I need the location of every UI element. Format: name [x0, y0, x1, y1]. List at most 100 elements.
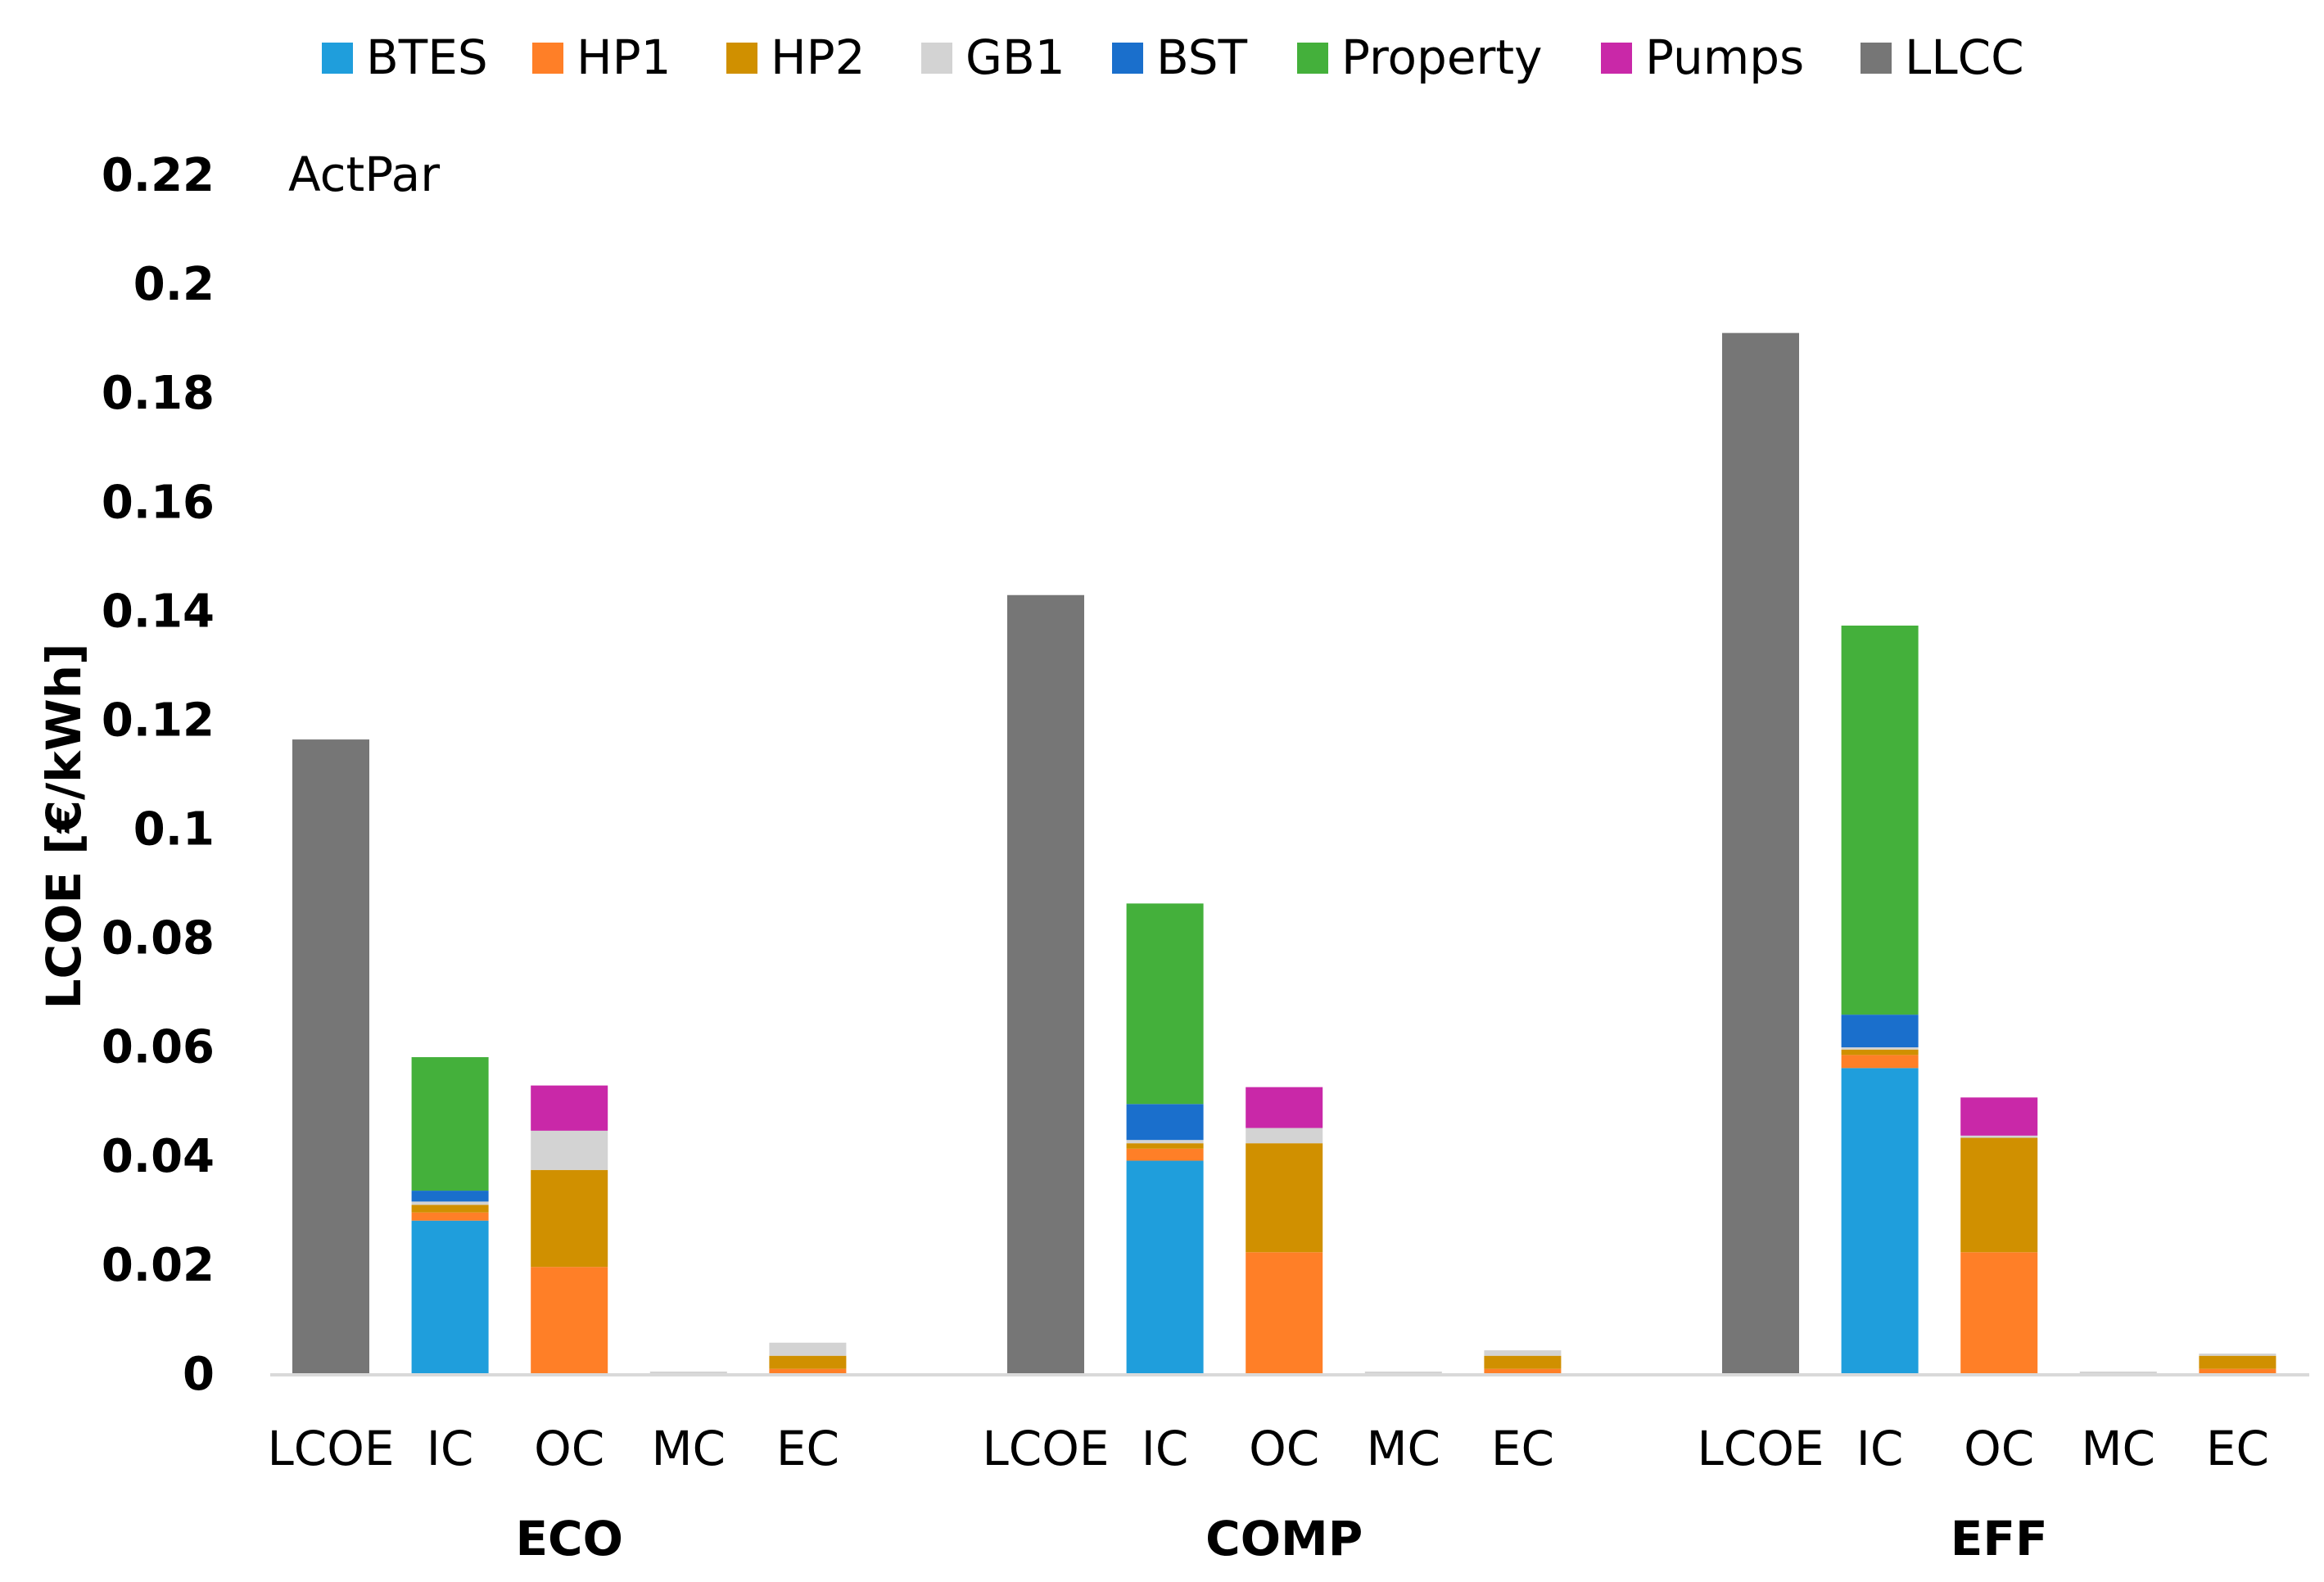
bar-segment-eff-ic-btes	[1841, 1068, 1919, 1373]
y-tick-label: 0.2	[133, 258, 215, 311]
legend-label-gb1: GB1	[965, 29, 1065, 85]
legend-label-hp1: HP1	[576, 29, 671, 85]
chart-annotation: ActPar	[288, 147, 440, 202]
y-tick-label: 0.08	[102, 912, 215, 965]
legend-swatch-pumps	[1601, 43, 1632, 74]
bar-segment-comp-ic-bst	[1126, 1104, 1204, 1141]
bar-segment-eff-oc-pumps	[1960, 1097, 2038, 1136]
bar-segment-eco-ic-hp1	[411, 1212, 489, 1221]
bar-segment-eff-ic-hp1	[1841, 1055, 1919, 1069]
y-tick-label: 0.12	[102, 694, 215, 747]
bar-segment-comp-ic-property	[1126, 903, 1204, 1105]
bar-segment-eco-oc-hp1	[531, 1267, 608, 1373]
bar-segment-eff-ec-hp1	[2199, 1368, 2277, 1373]
x-tick-label-eff-oc: OC	[1964, 1421, 2034, 1476]
y-axis-title: LCOE [€/kWh]	[36, 643, 92, 1009]
bar-segment-eff-oc-hp1	[1960, 1252, 2038, 1373]
legend-item-pumps: Pumps	[1601, 29, 1804, 85]
legend-swatch-hp1	[532, 43, 563, 74]
bar-segment-eff-ic-property	[1841, 625, 1919, 1015]
bar-segment-eff-ic-gb1	[1841, 1047, 1919, 1050]
y-tick-label: 0.06	[102, 1021, 215, 1074]
y-tick-label: 0.22	[102, 149, 215, 202]
legend: BTES HP1 HP2 GB1 BST Property Pumps LLCC	[322, 29, 2024, 85]
bar-segment-eff-ic-hp2	[1841, 1049, 1919, 1055]
y-tick-label: 0.1	[133, 803, 215, 857]
y-tick-label: 0.18	[102, 367, 215, 420]
y-tick-label: 0.14	[102, 585, 215, 638]
legend-label-llcc: LLCC	[1905, 29, 2024, 85]
group-label-eco: ECO	[515, 1511, 623, 1566]
legend-swatch-btes	[322, 43, 353, 74]
y-tick-label: 0	[183, 1348, 215, 1401]
bar-segment-comp-oc-hp1	[1246, 1252, 1323, 1373]
bars	[292, 332, 2277, 1374]
x-axis-group-labels: ECO COMP EFF	[515, 1511, 2047, 1566]
x-tick-label-comp-lcoe: LCOE	[982, 1421, 1109, 1476]
group-label-eff: EFF	[1951, 1511, 2048, 1566]
bar-segment-eco-oc-gb1	[531, 1130, 608, 1170]
bar-segment-eff-ec-hp2	[2199, 1355, 2277, 1369]
x-tick-label-eco-mc: MC	[652, 1421, 726, 1476]
bar-segment-eco-ic-gb1	[411, 1201, 489, 1205]
bar-segment-eff-ec-gb1	[2199, 1354, 2277, 1356]
legend-swatch-hp2	[726, 43, 757, 74]
legend-swatch-bst	[1112, 43, 1143, 74]
legend-swatch-llcc	[1861, 43, 1892, 74]
legend-item-property: Property	[1297, 29, 1542, 85]
bar-segment-comp-ec-gb1	[1484, 1350, 1562, 1356]
legend-item-gb1: GB1	[921, 29, 1065, 85]
x-tick-label-comp-ic: IC	[1142, 1421, 1189, 1476]
bar-segment-eff-mc-gb1	[2079, 1372, 2157, 1373]
x-tick-label-comp-mc: MC	[1367, 1421, 1441, 1476]
bar-segment-comp-ic-hp1	[1126, 1148, 1204, 1161]
bar-segment-eff-lcoe-llcc	[1722, 332, 1799, 1374]
legend-swatch-property	[1297, 43, 1328, 74]
legend-swatch-gb1	[921, 43, 952, 74]
legend-label-bst: BST	[1156, 29, 1248, 85]
legend-label-btes: BTES	[366, 29, 488, 85]
bar-segment-eco-mc-gb1	[649, 1372, 727, 1373]
bar-segment-comp-ic-btes	[1126, 1160, 1204, 1373]
x-tick-label-eco-oc: OC	[534, 1421, 604, 1476]
legend-label-hp2: HP2	[771, 29, 866, 85]
y-tick-label: 0.02	[102, 1239, 215, 1292]
y-tick-label: 0.16	[102, 476, 215, 529]
bar-segment-comp-oc-hp2	[1246, 1143, 1323, 1253]
x-tick-label-comp-ec: EC	[1491, 1421, 1554, 1476]
legend-item-hp1: HP1	[532, 29, 671, 85]
x-tick-label-eff-ic: IC	[1856, 1421, 1904, 1476]
group-label-comp: COMP	[1205, 1511, 1363, 1566]
bar-segment-eco-lcoe-llcc	[292, 739, 369, 1373]
bar-segment-eco-ic-hp2	[411, 1205, 489, 1213]
bar-segment-eco-ec-gb1	[769, 1342, 847, 1356]
bar-segment-eff-oc-hp2	[1960, 1137, 2038, 1253]
bar-segment-comp-ic-gb1	[1126, 1140, 1204, 1144]
bar-segment-eff-ic-bst	[1841, 1015, 1919, 1048]
bar-segment-eco-ec-hp1	[769, 1368, 847, 1373]
bar-segment-comp-ec-hp2	[1484, 1355, 1562, 1369]
legend-item-llcc: LLCC	[1861, 29, 2024, 85]
bar-segment-eff-oc-gb1	[1960, 1135, 2038, 1138]
legend-item-btes: BTES	[322, 29, 488, 85]
x-tick-label-eff-ec: EC	[2206, 1421, 2269, 1476]
bar-segment-comp-mc-gb1	[1364, 1372, 1442, 1373]
x-tick-label-eff-lcoe: LCOE	[1697, 1421, 1824, 1476]
x-tick-label-comp-oc: OC	[1249, 1421, 1319, 1476]
y-axis-ticks: 0 0.02 0.04 0.06 0.08 0.1 0.12 0.14 0.16 0.18 0.2 0…	[102, 149, 215, 1401]
bar-segment-eco-ic-bst	[411, 1191, 489, 1202]
bar-segment-comp-ec-hp1	[1484, 1368, 1562, 1373]
bar-segment-comp-oc-gb1	[1246, 1128, 1323, 1144]
legend-label-property: Property	[1341, 29, 1542, 85]
bar-segment-comp-lcoe-llcc	[1007, 594, 1084, 1373]
bar-segment-comp-oc-pumps	[1246, 1087, 1323, 1128]
x-tick-label-eco-ec: EC	[776, 1421, 839, 1476]
legend-item-bst: BST	[1112, 29, 1248, 85]
x-tick-label-eff-mc: MC	[2082, 1421, 2156, 1476]
legend-label-pumps: Pumps	[1645, 29, 1804, 85]
bar-segment-eco-ic-btes	[411, 1220, 489, 1373]
bar-segment-eco-oc-pumps	[531, 1085, 608, 1131]
legend-item-hp2: HP2	[726, 29, 866, 85]
bar-segment-eco-oc-hp2	[531, 1169, 608, 1268]
bar-segment-eco-ic-property	[411, 1057, 489, 1191]
